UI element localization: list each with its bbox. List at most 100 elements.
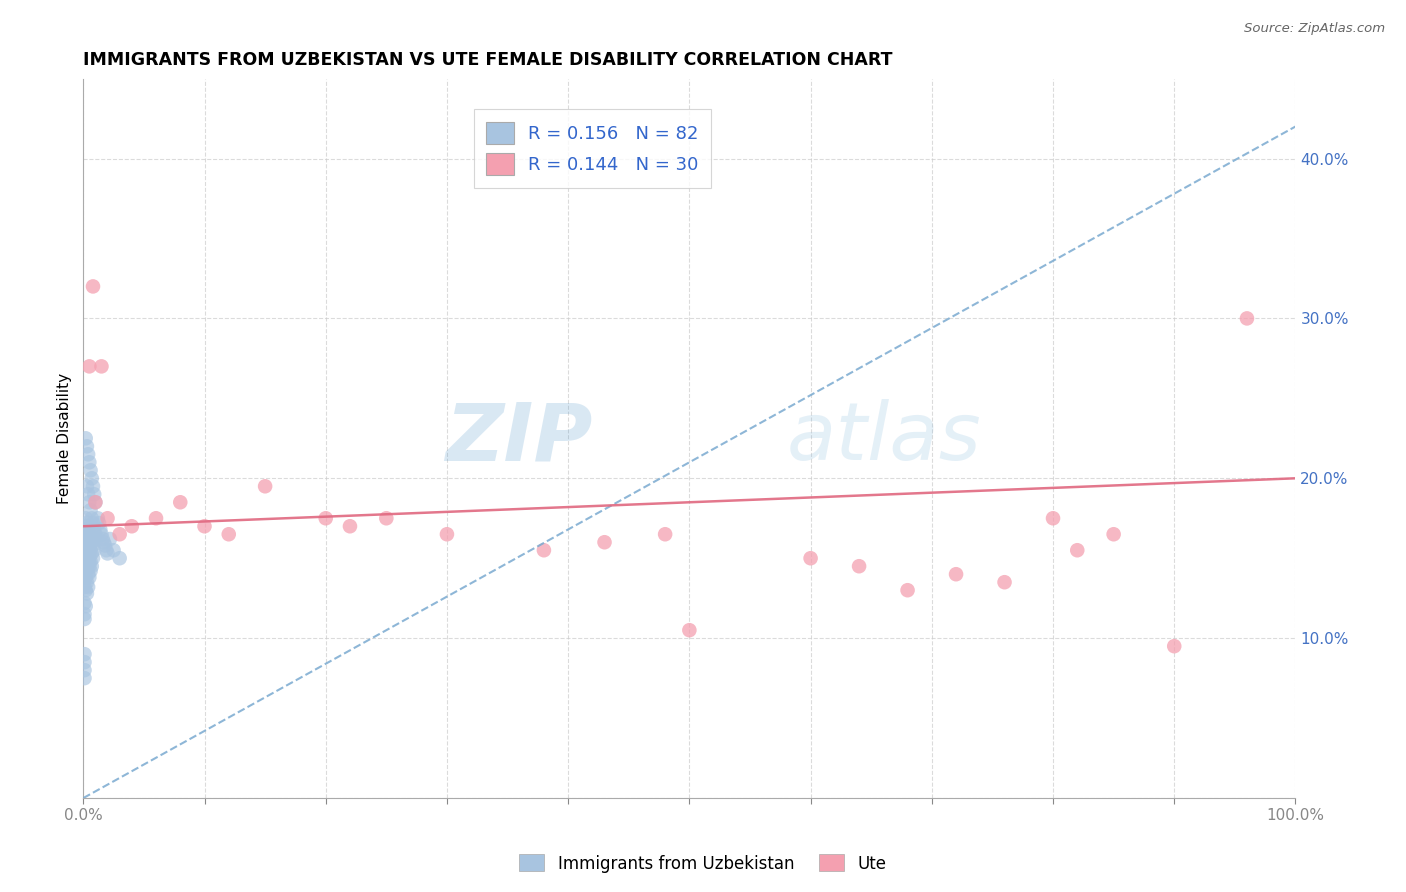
Point <box>96 546 118 560</box>
Point <box>86 532 108 546</box>
Point <box>79 551 101 566</box>
Point <box>73 663 96 677</box>
Point <box>80 471 103 485</box>
Point <box>83 543 105 558</box>
Point <box>79 463 101 477</box>
Point <box>77 487 100 501</box>
Point <box>654 527 676 541</box>
Point <box>254 479 277 493</box>
Point <box>82 538 104 552</box>
Point <box>77 523 100 537</box>
Legend: Immigrants from Uzbekistan, Ute: Immigrants from Uzbekistan, Ute <box>513 847 893 880</box>
Point <box>80 546 103 560</box>
Point <box>75 527 97 541</box>
Point <box>79 527 101 541</box>
Point <box>75 559 97 574</box>
Point <box>77 580 100 594</box>
Point <box>945 567 967 582</box>
Point <box>75 431 97 445</box>
Point <box>80 559 103 574</box>
Point <box>848 559 870 574</box>
Point <box>79 570 101 584</box>
Point <box>98 532 121 546</box>
Point <box>73 554 96 568</box>
Point <box>77 556 100 570</box>
Point <box>1236 311 1258 326</box>
Point <box>73 647 96 661</box>
Point <box>76 516 98 530</box>
Point <box>84 495 107 509</box>
Point <box>75 519 97 533</box>
Point <box>80 535 103 549</box>
Point <box>73 580 96 594</box>
Point <box>75 548 97 562</box>
Point <box>91 532 114 546</box>
Point <box>87 516 110 530</box>
Point <box>79 554 101 568</box>
Point <box>73 567 96 582</box>
Point <box>75 538 97 552</box>
Point <box>96 543 118 558</box>
Point <box>121 519 143 533</box>
Point <box>84 527 107 541</box>
Text: atlas: atlas <box>786 400 981 477</box>
Point <box>76 479 98 493</box>
Point <box>79 564 101 578</box>
Point <box>82 516 104 530</box>
Point <box>533 543 555 558</box>
Point <box>79 359 101 374</box>
Legend: R = 0.156   N = 82, R = 0.144   N = 30: R = 0.156 N = 82, R = 0.144 N = 30 <box>474 109 711 187</box>
Point <box>80 511 103 525</box>
Point <box>75 583 97 598</box>
Point <box>76 551 98 566</box>
Point <box>800 551 823 566</box>
Point <box>76 586 98 600</box>
Y-axis label: Female Disability: Female Disability <box>58 373 72 504</box>
Point <box>90 359 112 374</box>
Point <box>76 532 98 546</box>
Text: IMMIGRANTS FROM UZBEKISTAN VS UTE FEMALE DISABILITY CORRELATION CHART: IMMIGRANTS FROM UZBEKISTAN VS UTE FEMALE… <box>83 51 893 69</box>
Point <box>193 519 215 533</box>
Point <box>87 511 110 525</box>
Point <box>108 551 131 566</box>
Point <box>75 511 97 525</box>
Text: Source: ZipAtlas.com: Source: ZipAtlas.com <box>1244 22 1385 36</box>
Point <box>436 527 458 541</box>
Point <box>1042 511 1064 525</box>
Point <box>79 455 101 469</box>
Point <box>218 527 240 541</box>
Point <box>77 567 100 582</box>
Point <box>73 596 96 610</box>
Point <box>83 523 105 537</box>
Point <box>896 583 918 598</box>
Point <box>82 479 104 493</box>
Point <box>993 575 1015 590</box>
Point <box>79 540 101 554</box>
Point <box>76 562 98 576</box>
Point <box>73 671 96 685</box>
Point <box>89 523 111 537</box>
Point <box>76 543 98 558</box>
Point <box>79 503 101 517</box>
Point <box>1102 527 1125 541</box>
Point <box>75 527 97 541</box>
Point <box>77 535 100 549</box>
Point <box>90 527 112 541</box>
Point <box>73 607 96 622</box>
Point <box>77 546 100 560</box>
Point <box>169 495 191 509</box>
Point <box>108 527 131 541</box>
Point <box>103 543 125 558</box>
Point <box>79 532 101 546</box>
Point <box>678 623 700 637</box>
Text: ZIP: ZIP <box>446 400 592 477</box>
Point <box>96 511 118 525</box>
Point <box>82 279 104 293</box>
Point <box>76 439 98 453</box>
Point <box>79 543 101 558</box>
Point <box>145 511 167 525</box>
Point <box>75 570 97 584</box>
Point <box>315 511 337 525</box>
Point <box>593 535 616 549</box>
Point <box>77 447 100 461</box>
